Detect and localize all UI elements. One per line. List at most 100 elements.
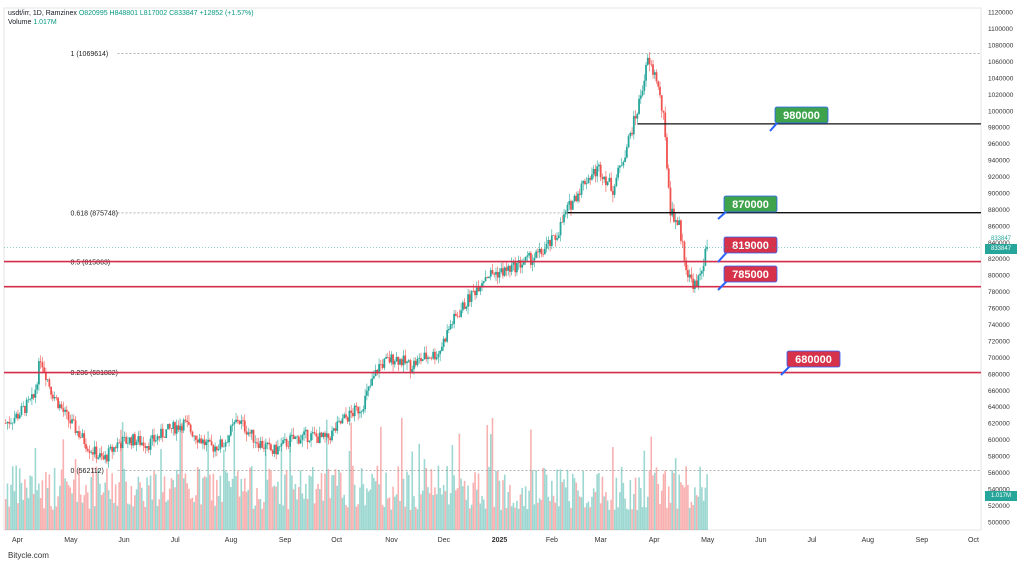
volume-bar — [221, 501, 223, 530]
volume-bar — [678, 474, 680, 530]
volume-bar — [648, 470, 651, 530]
candle-body — [425, 352, 428, 360]
candle-body — [18, 415, 21, 419]
candle-body — [146, 446, 148, 449]
candle-body — [242, 420, 244, 421]
volume-bar — [100, 494, 103, 530]
candle-body — [629, 132, 632, 137]
volume-bar — [48, 474, 51, 530]
volume-bar — [322, 500, 325, 530]
volume-bar — [537, 502, 539, 530]
candle-body — [32, 394, 35, 398]
volume-bar — [216, 479, 218, 530]
volume-bar — [617, 507, 619, 530]
candle-body — [442, 338, 445, 347]
candle-body — [461, 302, 464, 311]
volume-bar — [500, 509, 503, 530]
candle-body — [74, 420, 77, 433]
volume-bar — [228, 481, 230, 530]
volume-bar — [638, 477, 640, 530]
candle-body — [468, 294, 471, 302]
candle-body — [311, 432, 314, 434]
x-tick-label: 2025 — [492, 537, 508, 544]
candle-body — [161, 428, 164, 438]
volume-bar — [158, 499, 161, 530]
candle-body — [119, 443, 122, 449]
volume-bar — [339, 472, 342, 530]
volume-bar — [135, 489, 138, 530]
volume-bar — [256, 488, 258, 530]
volume-bar — [554, 502, 557, 530]
volume-bar — [366, 488, 368, 530]
candle-body — [233, 422, 236, 425]
candle-body — [699, 273, 702, 276]
candle-body — [596, 166, 599, 177]
volume-bar — [275, 486, 277, 530]
volume-bar — [540, 499, 543, 530]
volume-bar — [605, 492, 607, 530]
ohlc-readout: O820995 H848801 L817002 C833847 +12852 (… — [78, 10, 254, 17]
candle-body — [378, 364, 380, 374]
volume-bar — [421, 490, 424, 530]
volume-bar — [624, 498, 626, 530]
volume-bar — [118, 482, 120, 530]
volume-bar — [55, 506, 58, 530]
volume-bar — [132, 506, 134, 530]
volume-bar — [685, 466, 687, 530]
volume-bar — [575, 482, 578, 530]
volume-bar — [373, 477, 375, 530]
volume-bar — [168, 488, 171, 530]
volume-bar — [512, 502, 515, 530]
volume-bar — [210, 500, 213, 530]
volume-bar — [189, 498, 192, 530]
candle-body — [360, 411, 363, 413]
y-tick-label: 1020000 — [988, 92, 1014, 99]
candle-body — [133, 434, 136, 446]
candle-body — [158, 436, 161, 438]
volume-bar — [17, 503, 19, 530]
candle-body — [667, 168, 670, 188]
volume-bar — [633, 494, 635, 530]
volume-bar — [397, 466, 400, 530]
candle-body — [34, 389, 37, 398]
volume-bar — [488, 466, 490, 530]
candle-body — [533, 257, 536, 261]
candle-body — [339, 420, 342, 424]
volume-bar — [456, 488, 459, 530]
candle-body — [406, 361, 408, 364]
volume-bar — [88, 508, 91, 530]
candle-body — [439, 350, 442, 354]
volume-bar — [45, 472, 47, 530]
candle-body — [697, 275, 700, 287]
candle-body — [254, 442, 257, 443]
volume-bar — [306, 498, 309, 530]
volume-bar — [31, 476, 33, 530]
candle-body — [519, 260, 522, 268]
y-tick-label: 560000 — [988, 470, 1010, 477]
volume-bar — [416, 509, 419, 530]
x-tick-label: Nov — [385, 537, 398, 544]
volume-bar — [467, 485, 469, 530]
candle-body — [458, 316, 461, 317]
candle-body — [104, 454, 107, 460]
candle-body — [116, 442, 119, 449]
volume-bar — [395, 494, 398, 530]
volume-bar — [376, 465, 379, 530]
volume-bar — [247, 489, 250, 530]
volume-bar — [308, 475, 311, 530]
volume-bar — [277, 481, 279, 530]
candle-body — [524, 256, 527, 263]
candle-body — [556, 238, 558, 240]
candle-body — [441, 346, 443, 351]
candle-body — [95, 446, 98, 459]
volume-bar — [437, 465, 440, 530]
candle-body — [536, 251, 539, 253]
volume-bar — [407, 474, 410, 530]
candle-body — [97, 457, 100, 459]
y-tick-label: 840000 — [988, 240, 1010, 247]
volume-bar — [284, 474, 286, 530]
volume-bar — [472, 482, 475, 530]
candle-body — [606, 181, 609, 186]
volume-bar — [214, 505, 216, 530]
